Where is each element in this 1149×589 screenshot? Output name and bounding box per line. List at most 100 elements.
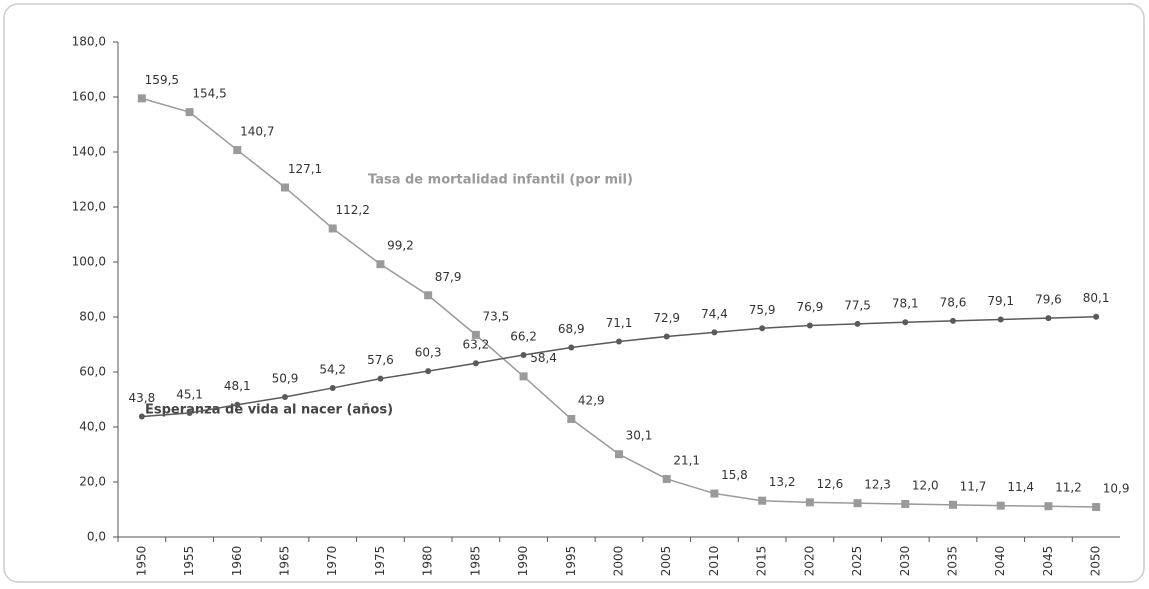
data-point <box>472 360 479 367</box>
x-tick-label: 2030 <box>898 546 912 577</box>
y-tick-label: 140,0 <box>72 145 106 159</box>
x-tick-label: 1970 <box>325 546 339 577</box>
data-label: 75,9 <box>749 303 776 317</box>
data-label: 50,9 <box>272 372 299 386</box>
data-point <box>1044 502 1053 511</box>
data-label: 57,6 <box>367 353 394 367</box>
x-tick-label: 2015 <box>755 546 769 577</box>
data-point <box>759 325 766 332</box>
data-point <box>902 319 909 326</box>
data-point <box>425 368 432 375</box>
data-point <box>853 499 862 508</box>
data-point <box>138 413 145 420</box>
data-label: 42,9 <box>578 394 605 408</box>
x-tick-label: 2010 <box>707 546 721 577</box>
data-label: 77,5 <box>844 298 871 312</box>
data-label: 30,1 <box>626 429 653 443</box>
data-point <box>185 108 194 117</box>
data-point <box>1092 503 1101 512</box>
data-label: 78,6 <box>940 295 967 309</box>
data-label: 73,5 <box>482 309 509 323</box>
data-label: 11,7 <box>960 479 987 493</box>
data-point <box>424 291 433 300</box>
data-label: 74,4 <box>701 307 728 321</box>
data-point <box>519 372 528 381</box>
data-label: 43,8 <box>128 391 155 405</box>
data-label: 72,9 <box>653 311 680 325</box>
data-label: 63,2 <box>462 338 489 352</box>
data-label: 54,2 <box>319 362 346 376</box>
data-point <box>568 344 575 351</box>
data-point <box>854 320 861 327</box>
data-point <box>471 330 480 339</box>
x-tick-label: 2020 <box>802 546 816 577</box>
data-label: 87,9 <box>435 270 462 284</box>
data-label: 112,2 <box>336 203 370 217</box>
data-label: 45,1 <box>176 387 203 401</box>
x-tick-label: 1960 <box>230 546 244 577</box>
data-point <box>663 333 670 340</box>
data-label: 68,9 <box>558 322 585 336</box>
x-tick-label: 1955 <box>182 546 196 577</box>
data-point <box>233 146 242 155</box>
data-label: 80,1 <box>1083 291 1110 305</box>
x-tick-label: 1950 <box>134 546 148 577</box>
data-label: 154,5 <box>192 87 226 101</box>
data-label: 66,2 <box>510 329 537 343</box>
data-point <box>711 329 718 336</box>
data-label: 21,1 <box>673 453 700 467</box>
data-label: 78,1 <box>892 297 919 311</box>
data-point <box>376 260 385 269</box>
data-point <box>137 94 146 103</box>
data-point <box>997 316 1004 323</box>
y-tick-label: 120,0 <box>72 200 106 214</box>
data-point <box>567 415 576 424</box>
data-label: 10,9 <box>1103 482 1130 496</box>
data-label: 159,5 <box>145 73 179 87</box>
data-point <box>1093 313 1100 320</box>
data-point <box>234 401 241 408</box>
y-tick-label: 160,0 <box>72 90 106 104</box>
data-point <box>615 450 623 459</box>
data-point <box>950 317 956 324</box>
data-label: 79,1 <box>987 294 1014 308</box>
data-point <box>328 224 337 233</box>
data-label: 11,4 <box>1007 480 1034 494</box>
data-point <box>806 322 813 329</box>
x-tick-label: 2035 <box>946 546 960 577</box>
data-point <box>377 375 384 382</box>
x-tick-label: 1985 <box>468 546 482 577</box>
data-label: 140,7 <box>240 125 274 139</box>
x-tick-label: 1975 <box>373 546 387 577</box>
data-point <box>616 338 622 345</box>
data-point <box>282 394 288 401</box>
y-tick-label: 60,0 <box>79 365 106 379</box>
series-annotation: Esperanza de vida al nacer (años) <box>145 403 393 418</box>
series-annotation: Tasa de mortalidad infantil (por mil) <box>368 173 633 188</box>
data-label: 76,9 <box>796 300 823 314</box>
data-point <box>996 501 1005 510</box>
y-tick-label: 180,0 <box>72 35 106 49</box>
x-tick-label: 2045 <box>1041 546 1055 577</box>
data-point <box>186 409 193 416</box>
y-tick-label: 80,0 <box>79 310 106 324</box>
data-point <box>520 351 527 358</box>
x-tick-label: 1995 <box>564 546 578 577</box>
data-label: 13,2 <box>769 475 796 489</box>
x-tick-label: 1965 <box>278 546 292 577</box>
x-tick-label: 2050 <box>1089 546 1103 577</box>
data-point <box>281 183 289 192</box>
chart-frame <box>3 3 1145 583</box>
y-tick-label: 100,0 <box>72 255 106 269</box>
data-label: 71,1 <box>606 316 633 330</box>
data-point <box>758 496 767 505</box>
data-point <box>949 500 957 509</box>
x-tick-label: 1980 <box>421 546 435 577</box>
x-tick-label: 2040 <box>993 546 1007 577</box>
y-tick-label: 20,0 <box>79 475 106 489</box>
data-label: 48,1 <box>224 379 251 393</box>
data-point <box>329 384 336 391</box>
data-label: 60,3 <box>415 346 442 360</box>
data-label: 79,6 <box>1035 293 1062 307</box>
data-label: 12,0 <box>912 479 939 493</box>
